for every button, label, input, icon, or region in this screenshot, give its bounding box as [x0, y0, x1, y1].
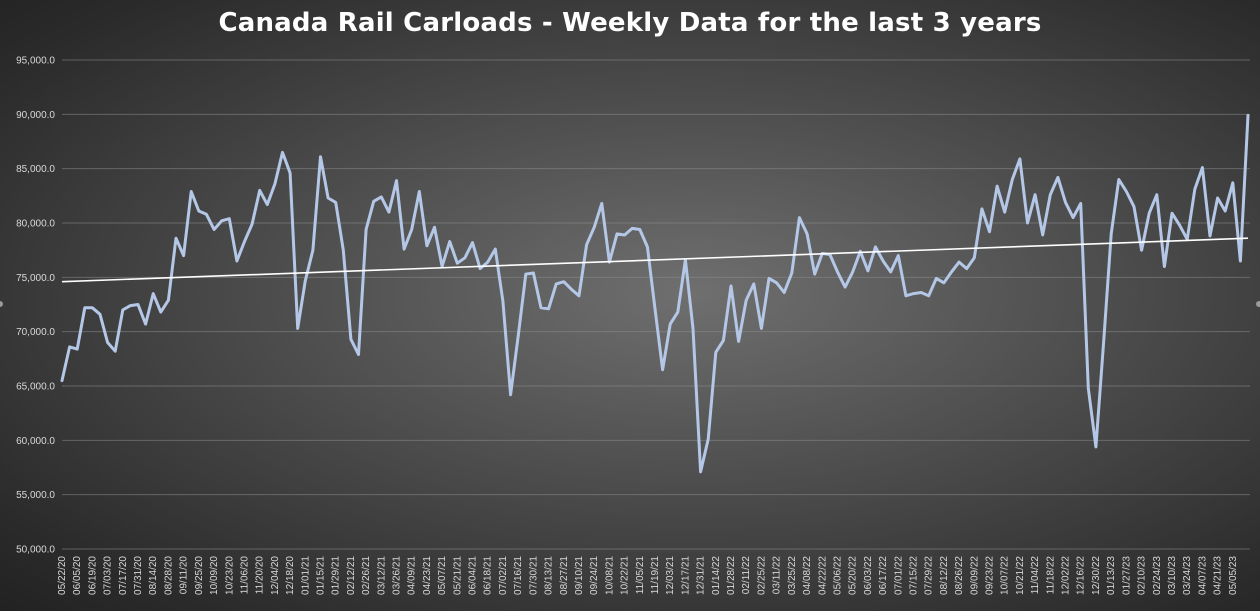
- x-tick-label: 09/09/22: [969, 556, 980, 595]
- x-tick-label: 07/31/20: [133, 556, 144, 595]
- x-tick-label: 12/18/20: [285, 556, 296, 595]
- x-tick-label: 08/28/20: [163, 556, 174, 595]
- x-tick-label: 03/12/21: [376, 556, 387, 595]
- x-tick-label: 09/11/20: [179, 556, 190, 595]
- x-tick-label: 01/14/22: [711, 556, 722, 595]
- x-tick-label: 08/14/20: [148, 556, 159, 595]
- gridlines: [62, 59, 1250, 550]
- x-tick-label: 06/05/20: [72, 556, 83, 595]
- x-tick-label: 12/30/22: [1091, 556, 1102, 595]
- x-tick-label: 10/23/20: [224, 556, 235, 595]
- x-tick-label: 10/07/22: [1000, 556, 1011, 595]
- x-tick-label: 06/04/21: [468, 556, 479, 595]
- x-tick-label: 06/03/22: [863, 556, 874, 595]
- y-tick-label: 70,000.0: [16, 327, 55, 338]
- x-tick-label: 05/06/22: [833, 556, 844, 595]
- x-tick-label: 11/19/21: [650, 556, 661, 595]
- x-tick-label: 03/11/22: [772, 556, 783, 595]
- x-tick-label: 08/13/21: [544, 556, 555, 595]
- y-tick-label: 90,000.0: [16, 110, 55, 121]
- x-tick-label: 05/22/20: [57, 556, 68, 595]
- x-tick-label: 02/12/21: [346, 556, 357, 595]
- x-tick-label: 12/02/22: [1061, 556, 1072, 595]
- x-tick-label: 02/11/22: [741, 556, 752, 595]
- x-tick-label: 11/05/21: [635, 556, 646, 595]
- x-tick-label: 02/24/23: [1152, 556, 1163, 595]
- x-tick-label: 07/15/22: [909, 556, 920, 595]
- x-tick-label: 04/23/21: [422, 556, 433, 595]
- x-tick-label: 11/04/22: [1030, 556, 1041, 595]
- y-tick-label: 85,000.0: [16, 164, 55, 175]
- x-tick-label: 08/27/21: [559, 556, 570, 595]
- x-tick-label: 03/24/23: [1182, 556, 1193, 595]
- x-tick-label: 07/02/21: [498, 556, 509, 595]
- x-tick-label: 12/31/21: [696, 556, 707, 595]
- x-tick-label: 07/17/20: [118, 556, 129, 595]
- x-tick-label: 04/21/23: [1213, 556, 1224, 595]
- x-tick-label: 07/16/21: [513, 556, 524, 595]
- x-tick-label: 04/09/21: [407, 556, 418, 595]
- x-tick-label: 10/21/22: [1015, 556, 1026, 595]
- x-tick-label: 01/01/21: [300, 556, 311, 595]
- y-tick-label: 50,000.0: [16, 545, 55, 556]
- carloads-series-line: [60, 113, 1250, 474]
- y-tick-label: 95,000.0: [16, 56, 55, 67]
- x-tick-label: 03/26/21: [392, 556, 403, 595]
- right-edge-handle: [1256, 301, 1260, 307]
- x-tick-label: 05/20/22: [848, 556, 859, 595]
- x-tick-label: 09/10/21: [574, 556, 585, 595]
- x-tick-label: 12/04/20: [270, 556, 281, 595]
- y-tick-label: 65,000.0: [16, 382, 55, 393]
- y-axis-ticks: 50,000.0 55,000.0 60,000.0 65,000.0 70,000.0…: [16, 56, 55, 556]
- x-tick-label: 12/03/21: [665, 556, 676, 595]
- x-tick-label: 03/25/22: [787, 556, 798, 595]
- x-tick-label: 08/12/22: [939, 556, 950, 595]
- x-tick-label: 06/18/21: [483, 556, 494, 595]
- x-tick-label: 09/24/21: [589, 556, 600, 595]
- x-tick-label: 12/16/22: [1076, 556, 1087, 595]
- x-tick-label: 01/15/21: [316, 556, 327, 595]
- x-tick-label: 05/05/23: [1228, 556, 1239, 595]
- x-tick-label: 02/26/21: [361, 556, 372, 595]
- y-tick-label: 60,000.0: [16, 436, 55, 447]
- x-tick-label: 09/25/20: [194, 556, 205, 595]
- x-axis-ticks: 05/22/20 06/05/20 06/19/20 07/03/20 07/17/20…: [57, 556, 1239, 595]
- x-tick-label: 01/27/23: [1121, 556, 1132, 595]
- x-tick-label: 10/08/21: [604, 556, 615, 595]
- left-edge-handle: [0, 301, 3, 307]
- x-tick-label: 01/28/22: [726, 556, 737, 595]
- x-tick-label: 06/19/20: [87, 556, 98, 595]
- x-tick-label: 10/09/20: [209, 556, 220, 595]
- trend-line: [61, 237, 1249, 283]
- x-tick-label: 11/20/20: [255, 556, 266, 595]
- x-tick-label: 03/10/23: [1167, 556, 1178, 595]
- x-tick-label: 01/13/23: [1106, 556, 1117, 595]
- x-tick-label: 07/29/22: [924, 556, 935, 595]
- x-tick-label: 01/29/21: [331, 556, 342, 595]
- x-tick-label: 04/08/22: [802, 556, 813, 595]
- x-tick-label: 05/07/21: [437, 556, 448, 595]
- x-tick-label: 11/06/20: [240, 556, 251, 595]
- x-tick-label: 07/30/21: [528, 556, 539, 595]
- y-tick-label: 75,000.0: [16, 273, 55, 284]
- x-tick-label: 04/07/23: [1197, 556, 1208, 595]
- x-tick-label: 02/25/22: [756, 556, 767, 595]
- x-tick-label: 05/21/21: [452, 556, 463, 595]
- y-tick-label: 80,000.0: [16, 219, 55, 230]
- x-tick-label: 06/17/22: [878, 556, 889, 595]
- x-tick-label: 12/17/21: [680, 556, 691, 595]
- x-tick-label: 08/26/22: [954, 556, 965, 595]
- x-tick-label: 09/23/22: [985, 556, 996, 595]
- series-layer: [60, 113, 1250, 474]
- x-tick-label: 07/03/20: [103, 556, 114, 595]
- x-tick-label: 10/22/21: [620, 556, 631, 595]
- x-tick-label: 11/18/22: [1045, 556, 1056, 595]
- x-tick-label: 04/22/22: [817, 556, 828, 595]
- chart-title: Canada Rail Carloads - Weekly Data for t…: [218, 8, 1042, 38]
- x-tick-label: 07/01/22: [893, 556, 904, 595]
- y-tick-label: 55,000.0: [16, 490, 55, 501]
- x-tick-label: 02/10/23: [1137, 556, 1148, 595]
